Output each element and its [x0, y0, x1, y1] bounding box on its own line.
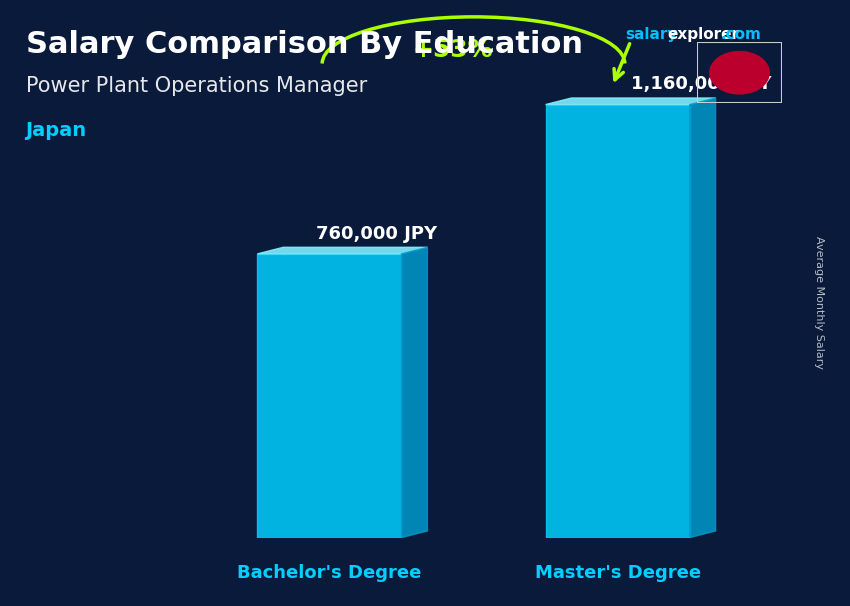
Text: Salary Comparison By Education: Salary Comparison By Education [26, 30, 582, 59]
Text: explorer: explorer [667, 27, 740, 42]
Text: .com: .com [721, 27, 762, 42]
Text: Power Plant Operations Manager: Power Plant Operations Manager [26, 76, 366, 96]
Polygon shape [401, 247, 428, 538]
Text: Master's Degree: Master's Degree [535, 564, 700, 582]
Text: Average Monthly Salary: Average Monthly Salary [814, 236, 824, 370]
Bar [546, 105, 689, 538]
Text: 1,160,000 JPY: 1,160,000 JPY [631, 75, 771, 93]
Text: 760,000 JPY: 760,000 JPY [316, 225, 438, 242]
Text: salary: salary [625, 27, 677, 42]
Text: Bachelor's Degree: Bachelor's Degree [237, 564, 422, 582]
Polygon shape [689, 98, 716, 538]
Bar [258, 254, 401, 538]
Text: +53%: +53% [412, 38, 493, 62]
Polygon shape [546, 98, 716, 105]
Circle shape [710, 52, 769, 94]
Polygon shape [258, 247, 428, 254]
Text: Japan: Japan [26, 121, 87, 140]
